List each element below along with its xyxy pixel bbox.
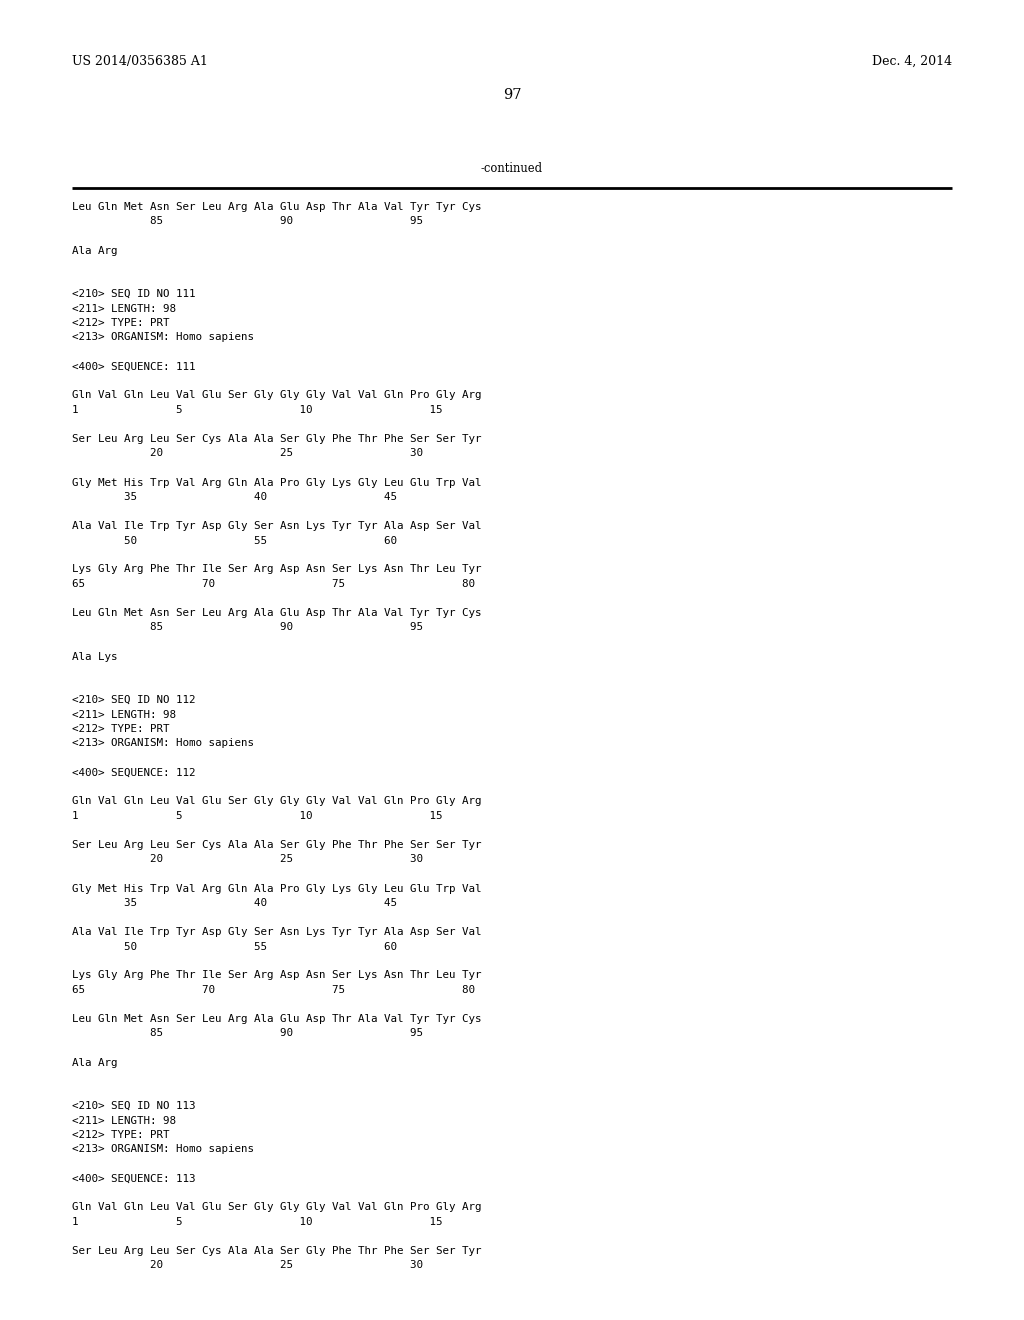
- Text: <213> ORGANISM: Homo sapiens: <213> ORGANISM: Homo sapiens: [72, 1144, 254, 1155]
- Text: 1               5                  10                  15: 1 5 10 15: [72, 405, 442, 414]
- Text: Dec. 4, 2014: Dec. 4, 2014: [871, 55, 952, 69]
- Text: Gln Val Gln Leu Val Glu Ser Gly Gly Gly Val Val Gln Pro Gly Arg: Gln Val Gln Leu Val Glu Ser Gly Gly Gly …: [72, 1203, 481, 1213]
- Text: 65                  70                  75                  80: 65 70 75 80: [72, 579, 475, 589]
- Text: <212> TYPE: PRT: <212> TYPE: PRT: [72, 723, 170, 734]
- Text: 1               5                  10                  15: 1 5 10 15: [72, 810, 442, 821]
- Text: 85                  90                  95: 85 90 95: [72, 1028, 423, 1039]
- Text: <400> SEQUENCE: 111: <400> SEQUENCE: 111: [72, 362, 196, 371]
- Text: Leu Gln Met Asn Ser Leu Arg Ala Glu Asp Thr Ala Val Tyr Tyr Cys: Leu Gln Met Asn Ser Leu Arg Ala Glu Asp …: [72, 202, 481, 213]
- Text: <212> TYPE: PRT: <212> TYPE: PRT: [72, 1130, 170, 1140]
- Text: <211> LENGTH: 98: <211> LENGTH: 98: [72, 710, 176, 719]
- Text: Ala Val Ile Trp Tyr Asp Gly Ser Asn Lys Tyr Tyr Ala Asp Ser Val: Ala Val Ile Trp Tyr Asp Gly Ser Asn Lys …: [72, 521, 481, 531]
- Text: Ala Arg: Ala Arg: [72, 246, 118, 256]
- Text: Gln Val Gln Leu Val Glu Ser Gly Gly Gly Val Val Gln Pro Gly Arg: Gln Val Gln Leu Val Glu Ser Gly Gly Gly …: [72, 796, 481, 807]
- Text: Gly Met His Trp Val Arg Gln Ala Pro Gly Lys Gly Leu Glu Trp Val: Gly Met His Trp Val Arg Gln Ala Pro Gly …: [72, 883, 481, 894]
- Text: 50                  55                  60: 50 55 60: [72, 941, 397, 952]
- Text: Ser Leu Arg Leu Ser Cys Ala Ala Ser Gly Phe Thr Phe Ser Ser Tyr: Ser Leu Arg Leu Ser Cys Ala Ala Ser Gly …: [72, 840, 481, 850]
- Text: Gln Val Gln Leu Val Glu Ser Gly Gly Gly Val Val Gln Pro Gly Arg: Gln Val Gln Leu Val Glu Ser Gly Gly Gly …: [72, 391, 481, 400]
- Text: Lys Gly Arg Phe Thr Ile Ser Arg Asp Asn Ser Lys Asn Thr Leu Tyr: Lys Gly Arg Phe Thr Ile Ser Arg Asp Asn …: [72, 565, 481, 574]
- Text: 65                  70                  75                  80: 65 70 75 80: [72, 985, 475, 995]
- Text: 20                  25                  30: 20 25 30: [72, 449, 423, 458]
- Text: Ser Leu Arg Leu Ser Cys Ala Ala Ser Gly Phe Thr Phe Ser Ser Tyr: Ser Leu Arg Leu Ser Cys Ala Ala Ser Gly …: [72, 434, 481, 444]
- Text: Gly Met His Trp Val Arg Gln Ala Pro Gly Lys Gly Leu Glu Trp Val: Gly Met His Trp Val Arg Gln Ala Pro Gly …: [72, 478, 481, 487]
- Text: <213> ORGANISM: Homo sapiens: <213> ORGANISM: Homo sapiens: [72, 738, 254, 748]
- Text: 35                  40                  45: 35 40 45: [72, 898, 397, 908]
- Text: 35                  40                  45: 35 40 45: [72, 492, 397, 502]
- Text: Leu Gln Met Asn Ser Leu Arg Ala Glu Asp Thr Ala Val Tyr Tyr Cys: Leu Gln Met Asn Ser Leu Arg Ala Glu Asp …: [72, 609, 481, 618]
- Text: <212> TYPE: PRT: <212> TYPE: PRT: [72, 318, 170, 327]
- Text: <210> SEQ ID NO 112: <210> SEQ ID NO 112: [72, 696, 196, 705]
- Text: 1               5                  10                  15: 1 5 10 15: [72, 1217, 442, 1228]
- Text: <211> LENGTH: 98: <211> LENGTH: 98: [72, 304, 176, 314]
- Text: <213> ORGANISM: Homo sapiens: <213> ORGANISM: Homo sapiens: [72, 333, 254, 342]
- Text: <211> LENGTH: 98: <211> LENGTH: 98: [72, 1115, 176, 1126]
- Text: Ala Val Ile Trp Tyr Asp Gly Ser Asn Lys Tyr Tyr Ala Asp Ser Val: Ala Val Ile Trp Tyr Asp Gly Ser Asn Lys …: [72, 927, 481, 937]
- Text: <210> SEQ ID NO 111: <210> SEQ ID NO 111: [72, 289, 196, 300]
- Text: <210> SEQ ID NO 113: <210> SEQ ID NO 113: [72, 1101, 196, 1111]
- Text: 20                  25                  30: 20 25 30: [72, 854, 423, 865]
- Text: 97: 97: [503, 88, 521, 102]
- Text: US 2014/0356385 A1: US 2014/0356385 A1: [72, 55, 208, 69]
- Text: Ala Arg: Ala Arg: [72, 1057, 118, 1068]
- Text: <400> SEQUENCE: 113: <400> SEQUENCE: 113: [72, 1173, 196, 1184]
- Text: -continued: -continued: [481, 162, 543, 176]
- Text: 85                  90                  95: 85 90 95: [72, 216, 423, 227]
- Text: 20                  25                  30: 20 25 30: [72, 1261, 423, 1270]
- Text: Ser Leu Arg Leu Ser Cys Ala Ala Ser Gly Phe Thr Phe Ser Ser Tyr: Ser Leu Arg Leu Ser Cys Ala Ala Ser Gly …: [72, 1246, 481, 1257]
- Text: Leu Gln Met Asn Ser Leu Arg Ala Glu Asp Thr Ala Val Tyr Tyr Cys: Leu Gln Met Asn Ser Leu Arg Ala Glu Asp …: [72, 1014, 481, 1024]
- Text: Ala Lys: Ala Lys: [72, 652, 118, 661]
- Text: Lys Gly Arg Phe Thr Ile Ser Arg Asp Asn Ser Lys Asn Thr Leu Tyr: Lys Gly Arg Phe Thr Ile Ser Arg Asp Asn …: [72, 970, 481, 981]
- Text: 85                  90                  95: 85 90 95: [72, 623, 423, 632]
- Text: 50                  55                  60: 50 55 60: [72, 536, 397, 545]
- Text: <400> SEQUENCE: 112: <400> SEQUENCE: 112: [72, 767, 196, 777]
